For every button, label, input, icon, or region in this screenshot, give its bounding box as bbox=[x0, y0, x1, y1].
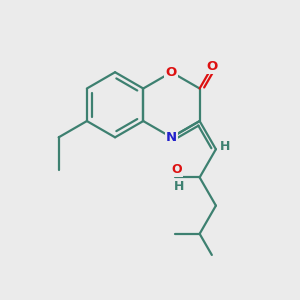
Text: O: O bbox=[166, 66, 177, 79]
Text: O: O bbox=[207, 60, 218, 73]
Text: H: H bbox=[220, 140, 230, 153]
Text: N: N bbox=[166, 131, 177, 144]
Text: H: H bbox=[174, 180, 184, 194]
Text: O: O bbox=[171, 163, 181, 176]
